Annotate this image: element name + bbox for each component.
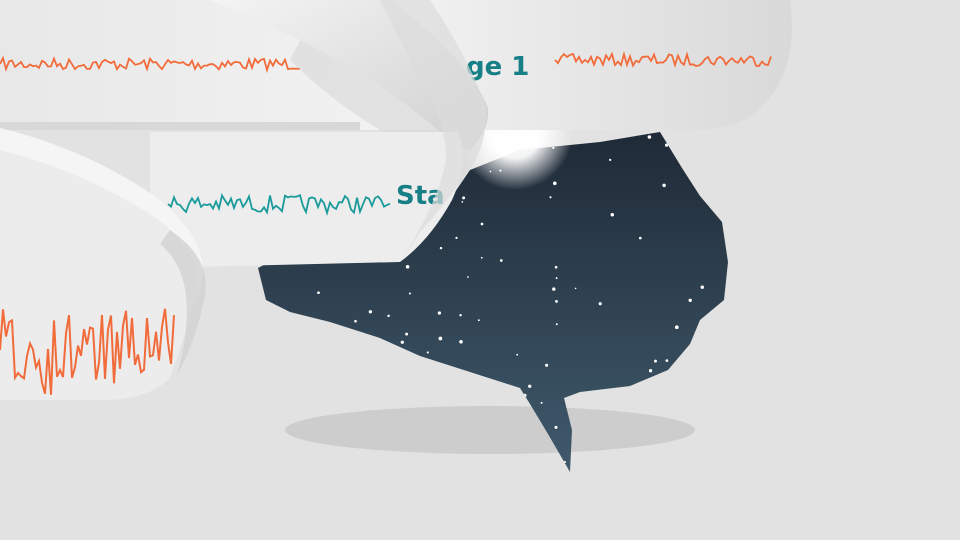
star [528, 384, 532, 388]
star [698, 423, 702, 428]
star [368, 310, 373, 314]
star [414, 467, 418, 470]
star [540, 401, 543, 404]
star [371, 371, 375, 376]
star [662, 183, 666, 188]
star [574, 287, 577, 290]
star [438, 336, 443, 341]
star [408, 292, 411, 295]
star [516, 353, 519, 356]
star [353, 347, 356, 350]
star [480, 222, 484, 226]
star [426, 351, 429, 354]
star [552, 181, 557, 186]
star [618, 453, 620, 456]
ground-shadow [285, 406, 695, 454]
star [462, 196, 466, 200]
star [480, 256, 483, 259]
star [418, 365, 421, 369]
star [610, 212, 615, 217]
star [287, 375, 291, 379]
star [262, 408, 267, 413]
star [393, 467, 396, 470]
star [359, 342, 363, 346]
star [455, 236, 458, 240]
star [609, 158, 612, 162]
star [545, 363, 549, 367]
star [499, 259, 503, 262]
star [554, 425, 558, 429]
star [664, 143, 669, 147]
star [371, 367, 375, 371]
star [648, 369, 653, 373]
star [613, 458, 618, 462]
star [549, 196, 552, 199]
star [277, 368, 282, 372]
star [552, 287, 556, 291]
star [563, 460, 566, 464]
star [555, 323, 558, 326]
star [663, 407, 668, 411]
star [390, 370, 394, 374]
top-strip-label: ge 1 [466, 52, 529, 82]
star [459, 340, 463, 344]
star [387, 314, 390, 318]
star [688, 298, 692, 303]
star [369, 355, 372, 358]
star [317, 291, 320, 295]
star [717, 349, 721, 352]
star [354, 319, 357, 323]
star [477, 319, 480, 322]
star [665, 359, 669, 362]
star [269, 378, 273, 382]
star [400, 340, 404, 344]
star [351, 346, 354, 349]
star [262, 312, 266, 316]
star [630, 132, 635, 136]
star [678, 374, 682, 378]
orange-wave-left [0, 308, 175, 395]
curling-ribbon-middle [380, 0, 487, 262]
orange-wave-top-left [0, 55, 301, 74]
star [631, 410, 633, 413]
star [555, 300, 558, 303]
star [654, 359, 657, 363]
star [437, 311, 442, 315]
star [346, 373, 349, 376]
star [523, 393, 527, 398]
star [474, 463, 478, 467]
teal-wave-middle [167, 193, 391, 217]
star [554, 265, 558, 269]
star [638, 236, 642, 240]
star [467, 276, 469, 278]
star [315, 450, 319, 455]
middle-eeg-strip: Sta [150, 132, 463, 268]
left-eeg-strip [0, 128, 206, 400]
star [618, 455, 622, 459]
star [405, 332, 409, 336]
star [439, 246, 443, 250]
orange-wave-top-right [554, 50, 772, 69]
star [405, 265, 410, 269]
star [343, 404, 347, 408]
star [700, 285, 705, 289]
star [303, 414, 306, 417]
star [459, 313, 462, 317]
star [270, 414, 273, 417]
star [725, 338, 728, 342]
star [555, 277, 558, 280]
star [313, 340, 317, 344]
star [446, 390, 451, 394]
star [598, 302, 602, 306]
star [674, 325, 679, 330]
star [461, 201, 464, 203]
star [647, 135, 652, 139]
